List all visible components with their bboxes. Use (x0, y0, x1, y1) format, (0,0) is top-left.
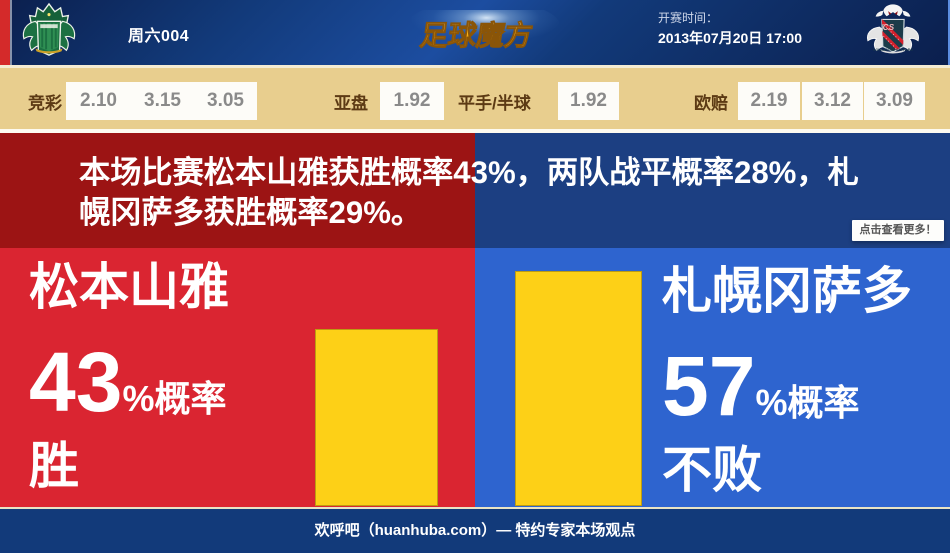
svg-text:CONSADOLE SAPPORO: CONSADOLE SAPPORO (873, 48, 913, 52)
svg-text:足球魔方: 足球魔方 (418, 19, 535, 51)
svg-text:CS: CS (883, 23, 895, 32)
